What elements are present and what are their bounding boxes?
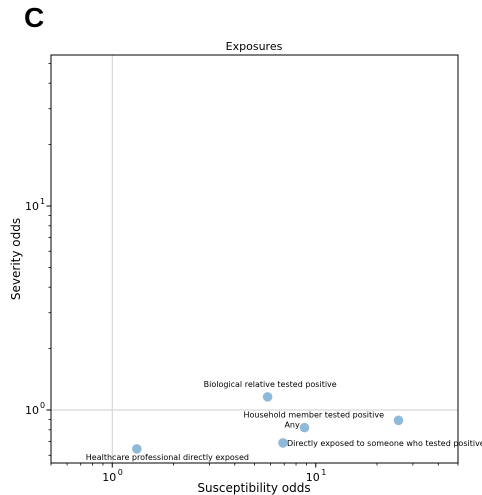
y-tick-label: 10 bbox=[25, 404, 39, 417]
point-labels: Biological relative tested positive House… bbox=[86, 380, 482, 462]
panel-letter: C bbox=[24, 2, 45, 33]
x-axis-label: Susceptibility odds bbox=[197, 481, 310, 495]
point-label: Directly exposed to someone who tested p… bbox=[287, 439, 482, 448]
data-point bbox=[262, 392, 273, 402]
y-tick-exponent: 0 bbox=[40, 401, 45, 410]
data-point bbox=[278, 438, 288, 448]
y-tick-exponent: 1 bbox=[40, 197, 45, 206]
x-tick-label: 10 bbox=[306, 471, 320, 484]
point-label: Any bbox=[284, 421, 300, 430]
data-point bbox=[131, 444, 142, 454]
point-label: Healthcare professional directly exposed bbox=[86, 453, 249, 462]
data-point bbox=[393, 415, 404, 426]
axis-ticks: 10 0 10 110 010 1 bbox=[25, 63, 459, 484]
y-axis-label: Severity odds bbox=[9, 218, 23, 300]
point-label: Household member tested positive bbox=[243, 410, 384, 419]
data-points bbox=[131, 392, 404, 454]
y-tick-label: 10 bbox=[25, 200, 39, 213]
x-tick-exponent: 0 bbox=[118, 468, 123, 477]
point-label: Biological relative tested positive bbox=[204, 380, 337, 389]
reference-lines bbox=[51, 55, 458, 463]
x-tick-label: 10 bbox=[102, 471, 116, 484]
chart-title: Exposures bbox=[226, 40, 283, 53]
data-point bbox=[299, 422, 310, 433]
x-tick-exponent: 1 bbox=[321, 468, 326, 477]
